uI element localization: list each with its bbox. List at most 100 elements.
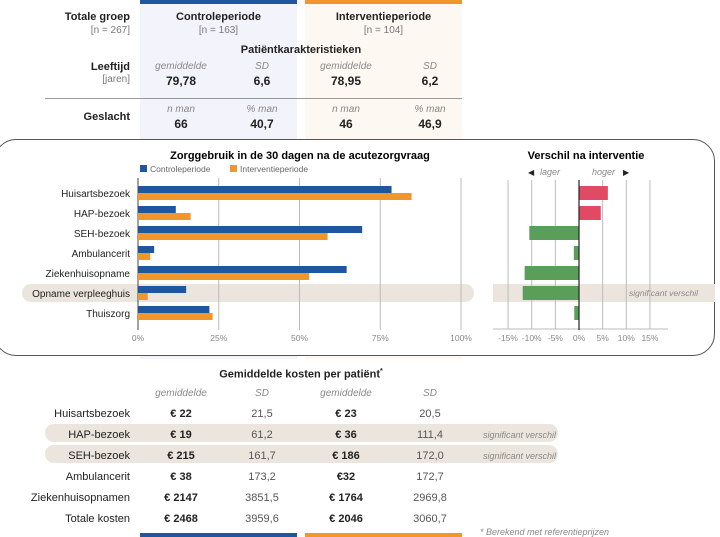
significance-note: significant verschil: [483, 430, 557, 440]
difference-bar: [529, 226, 579, 240]
col-header: gemiddelde: [320, 61, 372, 72]
tick-label: 0%: [573, 333, 586, 343]
difference-bar: [573, 246, 579, 260]
highlight-band: [22, 284, 474, 302]
bar-control: [138, 266, 347, 273]
age-unit: [jaren]: [102, 74, 130, 85]
tick-label: -10%: [522, 333, 542, 343]
cost-value: € 186: [332, 450, 360, 462]
intervention-header: Interventieperiode: [335, 11, 432, 23]
costs-title-text: Gemiddelde kosten per patiënt: [219, 368, 381, 381]
tick-label: 5%: [597, 333, 610, 343]
control-bottom-bar: [140, 533, 297, 537]
cost-row-label: HAP-bezoek: [68, 429, 130, 441]
cost-value: € 36: [335, 429, 357, 441]
category-label: Ambulancerit: [72, 249, 131, 260]
col-header: gemiddelde: [155, 61, 207, 72]
costs-title: Gemiddelde kosten per patiënt*: [140, 368, 462, 381]
sex-label: Geslacht: [83, 111, 130, 123]
difference-bar: [574, 306, 579, 320]
col-header: SD: [255, 61, 269, 72]
age-label: Leeftijd: [90, 61, 130, 73]
col-header: % man: [414, 104, 446, 115]
bar-control: [138, 186, 392, 193]
control-top-bar: [140, 0, 297, 4]
col-header: SD: [423, 388, 437, 399]
cost-sd: 161,7: [248, 450, 276, 462]
value: 46,9: [418, 117, 442, 131]
cost-value: € 215: [167, 450, 195, 462]
arrow-right-icon: ▶: [623, 168, 630, 177]
bar-intervention: [138, 313, 213, 320]
tick-label: 50%: [291, 333, 308, 343]
col-header: SD: [423, 61, 437, 72]
cost-sd: 172,7: [416, 471, 444, 483]
tick-label: -5%: [548, 333, 564, 343]
category-label: Thuiszorg: [86, 309, 130, 320]
bar-intervention: [138, 233, 328, 240]
tick-label: 25%: [210, 333, 227, 343]
value: 6,6: [253, 74, 271, 88]
highlight-band: [45, 424, 558, 442]
value: 66: [174, 117, 188, 131]
cost-sd: 21,5: [251, 408, 273, 420]
arrow-left-icon: ◀: [528, 168, 535, 177]
cost-value: € 23: [335, 408, 357, 420]
bar-control: [138, 226, 363, 233]
value: 40,7: [250, 117, 274, 131]
cost-value: € 2468: [164, 513, 198, 525]
chart-title: Verschil na interventie: [528, 150, 645, 162]
bar-intervention: [138, 273, 310, 280]
col-header: gemiddelde: [320, 388, 372, 399]
higher-label: hoger: [592, 167, 616, 177]
cost-sd: 172,0: [416, 450, 444, 462]
chart-panel: [0, 139, 715, 356]
col-header: gemiddelde: [155, 388, 207, 399]
cost-sd: 61,2: [251, 429, 273, 441]
value: 79,78: [165, 74, 197, 88]
characteristics-title: Patiëntkarakteristieken: [240, 44, 362, 56]
highlight-band: [45, 445, 558, 463]
difference-bar: [524, 266, 579, 280]
cost-sd: 3060,7: [413, 513, 447, 525]
category-label: Ziekenhuisopname: [46, 269, 131, 280]
significance-note: significant verschil: [629, 288, 699, 298]
bar-intervention: [138, 293, 148, 300]
cost-sd: 173,2: [248, 471, 276, 483]
cost-sd: 20,5: [419, 408, 441, 420]
footnote: * Berekend met referentieprijzen: [480, 527, 610, 537]
bar-control: [138, 306, 210, 313]
bar-control: [138, 206, 176, 213]
cost-value: € 2046: [329, 513, 363, 525]
costs-title-mark: *: [380, 368, 383, 375]
divider: [45, 98, 462, 99]
tick-label: -15%: [498, 333, 518, 343]
significance-note: significant verschil: [483, 451, 557, 461]
total-group-n: [n = 267]: [90, 25, 130, 36]
value: 46: [339, 117, 353, 131]
intervention-bottom-bar: [305, 533, 462, 537]
intervention-n: [n = 104]: [363, 25, 404, 36]
legend-label: Interventieperiode: [240, 164, 308, 174]
value: 78,95: [330, 74, 362, 88]
difference-bar: [579, 186, 608, 200]
col-header: % man: [246, 104, 278, 115]
bar-intervention: [138, 253, 151, 260]
tick-label: 100%: [450, 333, 472, 343]
control-header: Controleperiode: [176, 11, 261, 23]
chart-title: Zorggebruik in de 30 dagen na de acutezo…: [170, 150, 430, 162]
tick-label: 15%: [641, 333, 658, 343]
category-label: SEH-bezoek: [74, 229, 131, 240]
category-label: Huisartsbezoek: [61, 189, 131, 200]
cost-row-label: Ziekenhuisopnamen: [30, 492, 130, 504]
category-label: HAP-bezoek: [74, 209, 131, 220]
value: 6,2: [421, 74, 439, 88]
cost-row-label: Totale kosten: [65, 513, 130, 525]
cost-sd: 2969,8: [413, 492, 447, 504]
cost-value: € 1764: [329, 492, 363, 504]
col-header: n man: [167, 104, 195, 115]
tick-label: 0%: [132, 333, 145, 343]
cost-value: €32: [336, 471, 356, 483]
total-group-label: Totale groep: [64, 11, 130, 23]
bar-intervention: [138, 193, 412, 200]
